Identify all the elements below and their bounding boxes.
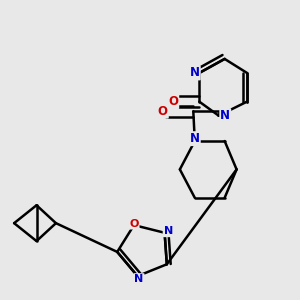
Text: O: O	[158, 105, 168, 118]
Text: O: O	[168, 95, 178, 108]
Text: N: N	[164, 226, 173, 236]
Text: N: N	[134, 274, 144, 284]
Text: N: N	[190, 132, 200, 145]
Text: N: N	[220, 109, 230, 122]
Text: O: O	[129, 219, 139, 229]
Text: N: N	[190, 67, 200, 80]
